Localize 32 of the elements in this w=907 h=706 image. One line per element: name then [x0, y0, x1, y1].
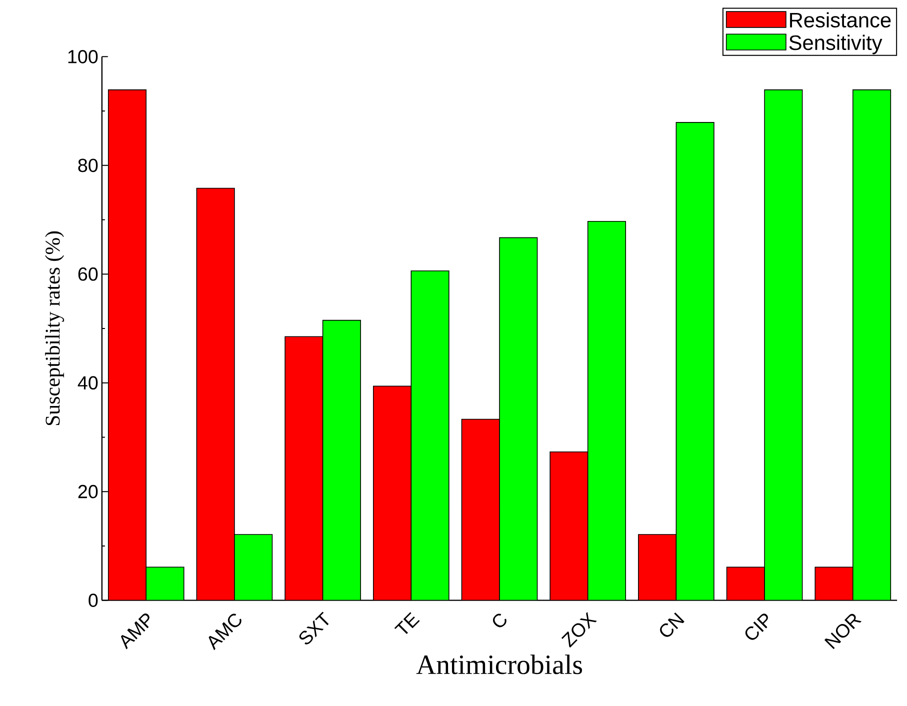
bar — [638, 534, 677, 600]
bar — [814, 566, 854, 600]
bar — [726, 566, 765, 600]
bar — [764, 90, 803, 600]
bar — [234, 534, 273, 600]
bar — [196, 188, 235, 600]
bar — [372, 386, 412, 600]
bar — [146, 566, 184, 600]
bar — [852, 90, 892, 600]
bar — [322, 320, 361, 600]
legend-label: Resistance — [790, 12, 891, 28]
y-tick-label: 80 — [78, 158, 98, 172]
legend-label: Sensitivity — [789, 34, 882, 54]
y-tick-label: 100 — [68, 50, 98, 64]
bar — [499, 237, 538, 600]
bar — [410, 270, 450, 600]
x-tick-label: C — [492, 614, 506, 628]
y-axis-title: Susceptibility rates (%) — [45, 232, 64, 426]
x-tick-label: CN — [660, 612, 684, 638]
y-tick-label: 40 — [78, 376, 98, 390]
y-tick-label: 0 — [88, 594, 98, 608]
y-tick-label: 60 — [78, 268, 98, 281]
bar — [108, 90, 147, 600]
x-tick-label: CIP — [745, 614, 768, 640]
x-tick-label: TE — [394, 612, 420, 634]
bar — [550, 452, 588, 600]
y-tick-label: 20 — [78, 485, 98, 498]
bar — [461, 419, 500, 600]
x-axis-title: Antimicrobials — [416, 654, 582, 674]
bar — [587, 221, 626, 600]
bar — [676, 122, 714, 600]
bar — [284, 336, 324, 600]
